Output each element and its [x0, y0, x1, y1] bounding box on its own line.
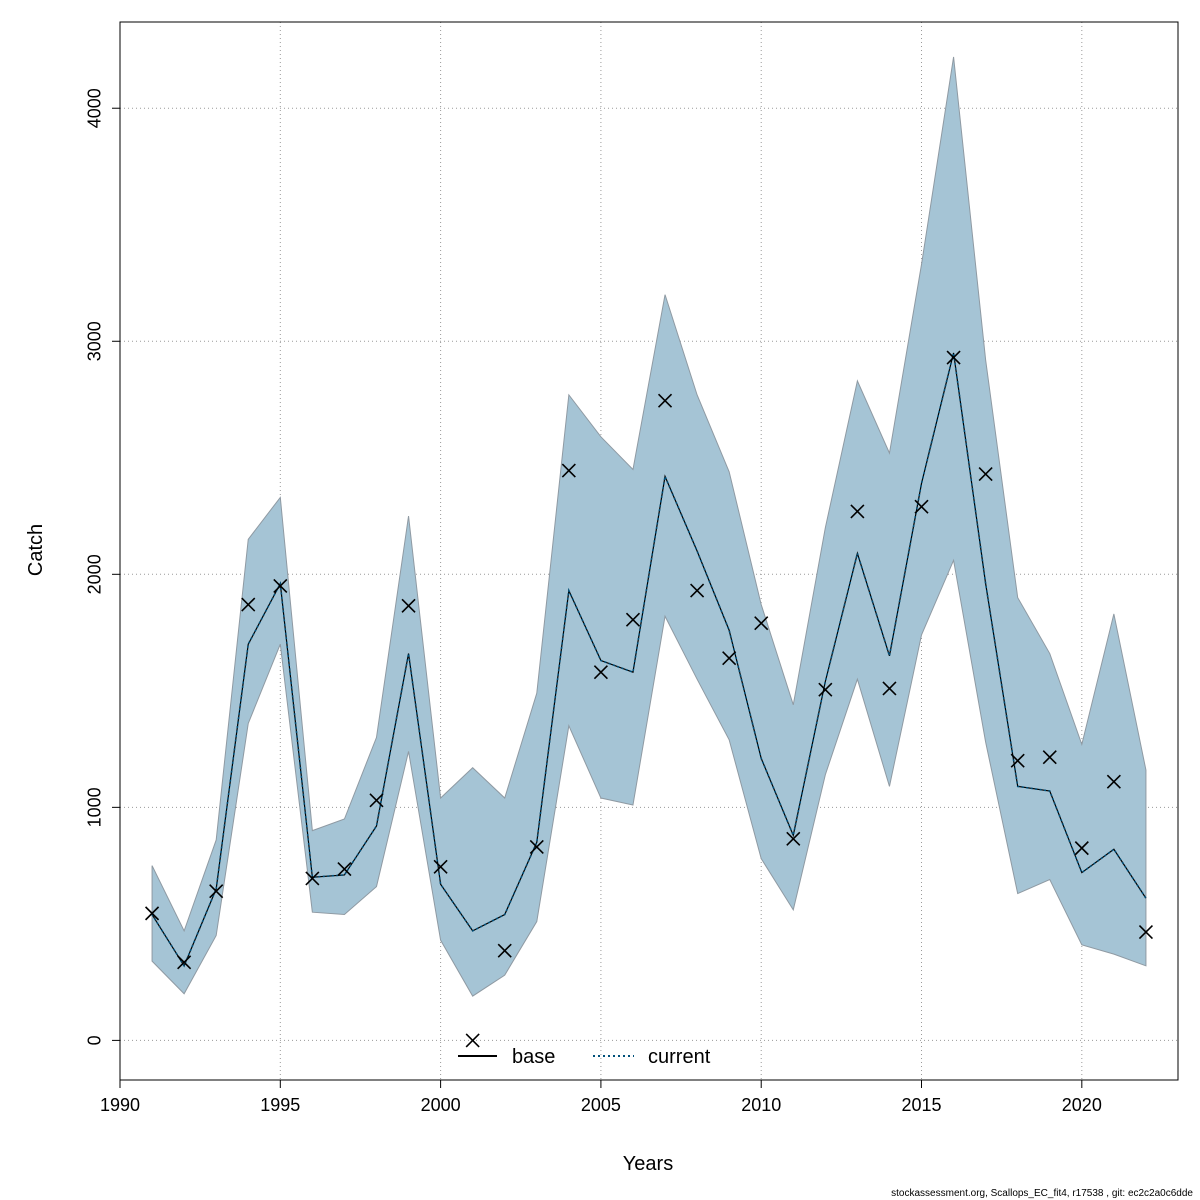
y-axis-title: Catch: [25, 524, 47, 576]
x-tick-label-2015: 2015: [901, 1095, 941, 1115]
observed-point-2014: [882, 681, 897, 696]
observed-point-2003: [529, 839, 544, 855]
observed-point-2016: [946, 350, 961, 365]
observed-point-1993: [209, 884, 224, 899]
x-tick-label-2010: 2010: [741, 1095, 781, 1115]
observed-point-2002: [497, 943, 512, 958]
observed-point-2018: [1010, 753, 1025, 768]
y-tick-label-4000: 4000: [85, 88, 105, 128]
observed-point-2004: [561, 463, 576, 478]
y-axis: 0 1000 2000 3000 4000: [85, 88, 120, 1045]
y-tick-label-2000: 2000: [85, 554, 105, 594]
observed-point-1995: [273, 578, 288, 594]
observed-point-2015: [914, 499, 929, 514]
legend-label-base: base: [512, 1046, 555, 1068]
footer-text: stockassessment.org, Scallops_EC_fit4, r…: [891, 1188, 1193, 1199]
observed-point-1999: [401, 598, 416, 613]
observed-point-2019: [1042, 750, 1057, 765]
observed-point-1997: [337, 862, 352, 877]
observed-point-1998: [369, 793, 384, 808]
observed-point-1991: [144, 906, 160, 921]
x-tick-label-2000: 2000: [421, 1095, 461, 1115]
observed-point-2012: [818, 682, 833, 697]
y-tick-label-1000: 1000: [85, 787, 105, 827]
series-line-base: [151, 352, 1147, 968]
x-tick-label-1990: 1990: [100, 1095, 140, 1115]
x-tick-label-1995: 1995: [260, 1095, 300, 1115]
y-tick-label-0: 0: [85, 1035, 105, 1045]
observed-point-2017: [978, 467, 993, 482]
series-lines: [151, 352, 1147, 968]
observed-point-2008: [690, 583, 705, 598]
observed-point-2009: [722, 651, 737, 666]
confidence-band: [151, 56, 1147, 997]
x-tick-label-2005: 2005: [581, 1095, 621, 1115]
observed-point-2013: [850, 504, 865, 519]
legend-label-current: current: [648, 1046, 711, 1068]
observed-point-2020: [1074, 841, 1089, 856]
x-axis: 1990 1995 2000 2005 2010 2015 2020: [100, 1079, 1102, 1115]
observed-point-1996: [305, 871, 320, 886]
observed-point-2005: [593, 665, 608, 680]
legend: base current: [458, 1046, 711, 1068]
observed-point-2001: [465, 1033, 480, 1048]
x-axis-title: Years: [623, 1153, 673, 1175]
observed-point-2006: [625, 612, 641, 627]
confidence-band-area: [151, 56, 1147, 997]
observed-point-2010: [754, 616, 769, 631]
observed-point-1994: [241, 597, 256, 612]
x-tick-label-2020: 2020: [1062, 1095, 1102, 1115]
observed-point-2021: [1106, 774, 1121, 789]
observed-point-2000: [433, 859, 448, 874]
y-tick-label-3000: 3000: [85, 321, 105, 361]
observed-point-2022: [1138, 924, 1154, 940]
observed-point-1992: [177, 955, 192, 970]
observed-point-2011: [786, 831, 801, 846]
observed-point-2007: [657, 393, 673, 408]
observed-points: [144, 350, 1154, 1048]
